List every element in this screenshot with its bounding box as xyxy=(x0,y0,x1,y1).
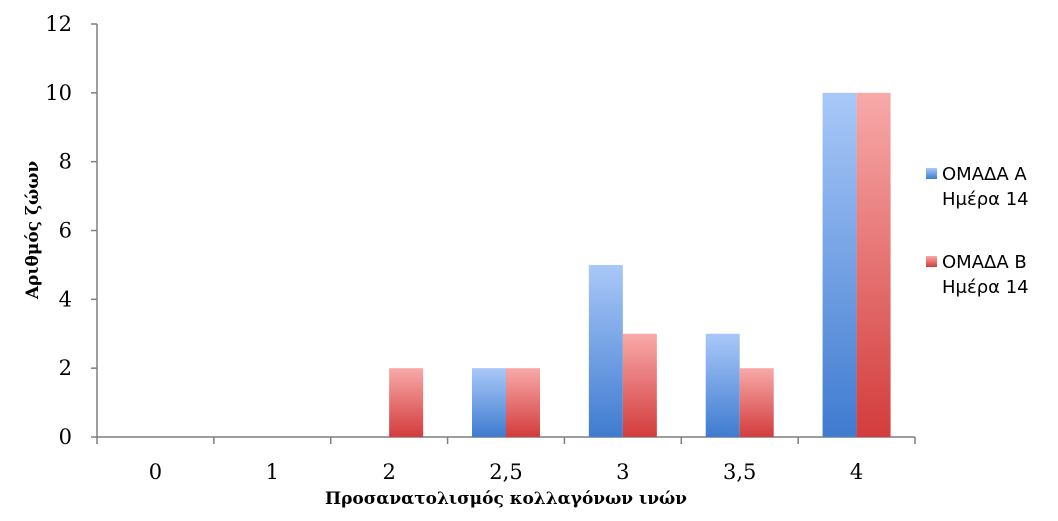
bar-group-b xyxy=(389,368,424,437)
y-tick-label: 6 xyxy=(59,219,72,243)
legend-swatch xyxy=(926,256,937,267)
x-axis-title: Προσανατολισμός κολλαγόνων ινών xyxy=(325,489,687,509)
bar-group-b xyxy=(739,368,774,437)
x-tick-label: 2,5 xyxy=(489,460,522,484)
bar-group-a xyxy=(822,92,857,437)
y-tick-label: 12 xyxy=(45,12,72,36)
legend-label: Ημέρα 14 xyxy=(942,189,1029,210)
bar-group-b xyxy=(856,92,891,437)
legend: ΟΜΑΔΑ Α Ημέρα 14 ΟΜΑΔΑ Β Ημέρα 14 xyxy=(926,164,1029,298)
y-tick-label: 8 xyxy=(59,150,72,174)
x-tick-label: 1 xyxy=(266,460,279,484)
bar-group-a xyxy=(705,333,740,437)
legend-label: Ημέρα 14 xyxy=(942,277,1029,298)
y-tick-label: 4 xyxy=(59,287,72,311)
y-axis-title: Αριθμός ζώων xyxy=(23,161,43,301)
bars xyxy=(389,92,891,437)
y-tick-label: 0 xyxy=(59,425,72,449)
bar-group-b xyxy=(622,333,657,437)
bar-group-a xyxy=(472,368,506,437)
x-tick-label: 3,5 xyxy=(723,460,756,484)
y-tick-label: 10 xyxy=(45,81,72,105)
legend-label: ΟΜΑΔΑ Β xyxy=(942,252,1027,273)
bar-group-b xyxy=(506,368,540,437)
x-tick-label: 3 xyxy=(616,460,629,484)
legend-swatch xyxy=(926,168,937,179)
x-tick-label: 4 xyxy=(850,460,863,484)
y-tick-label: 2 xyxy=(59,356,72,380)
bar-group-a xyxy=(588,264,623,437)
legend-label: ΟΜΑΔΑ Α xyxy=(942,164,1027,185)
axes xyxy=(91,23,916,444)
x-tick-label: 2 xyxy=(382,460,395,484)
x-tick-label: 0 xyxy=(149,460,162,484)
